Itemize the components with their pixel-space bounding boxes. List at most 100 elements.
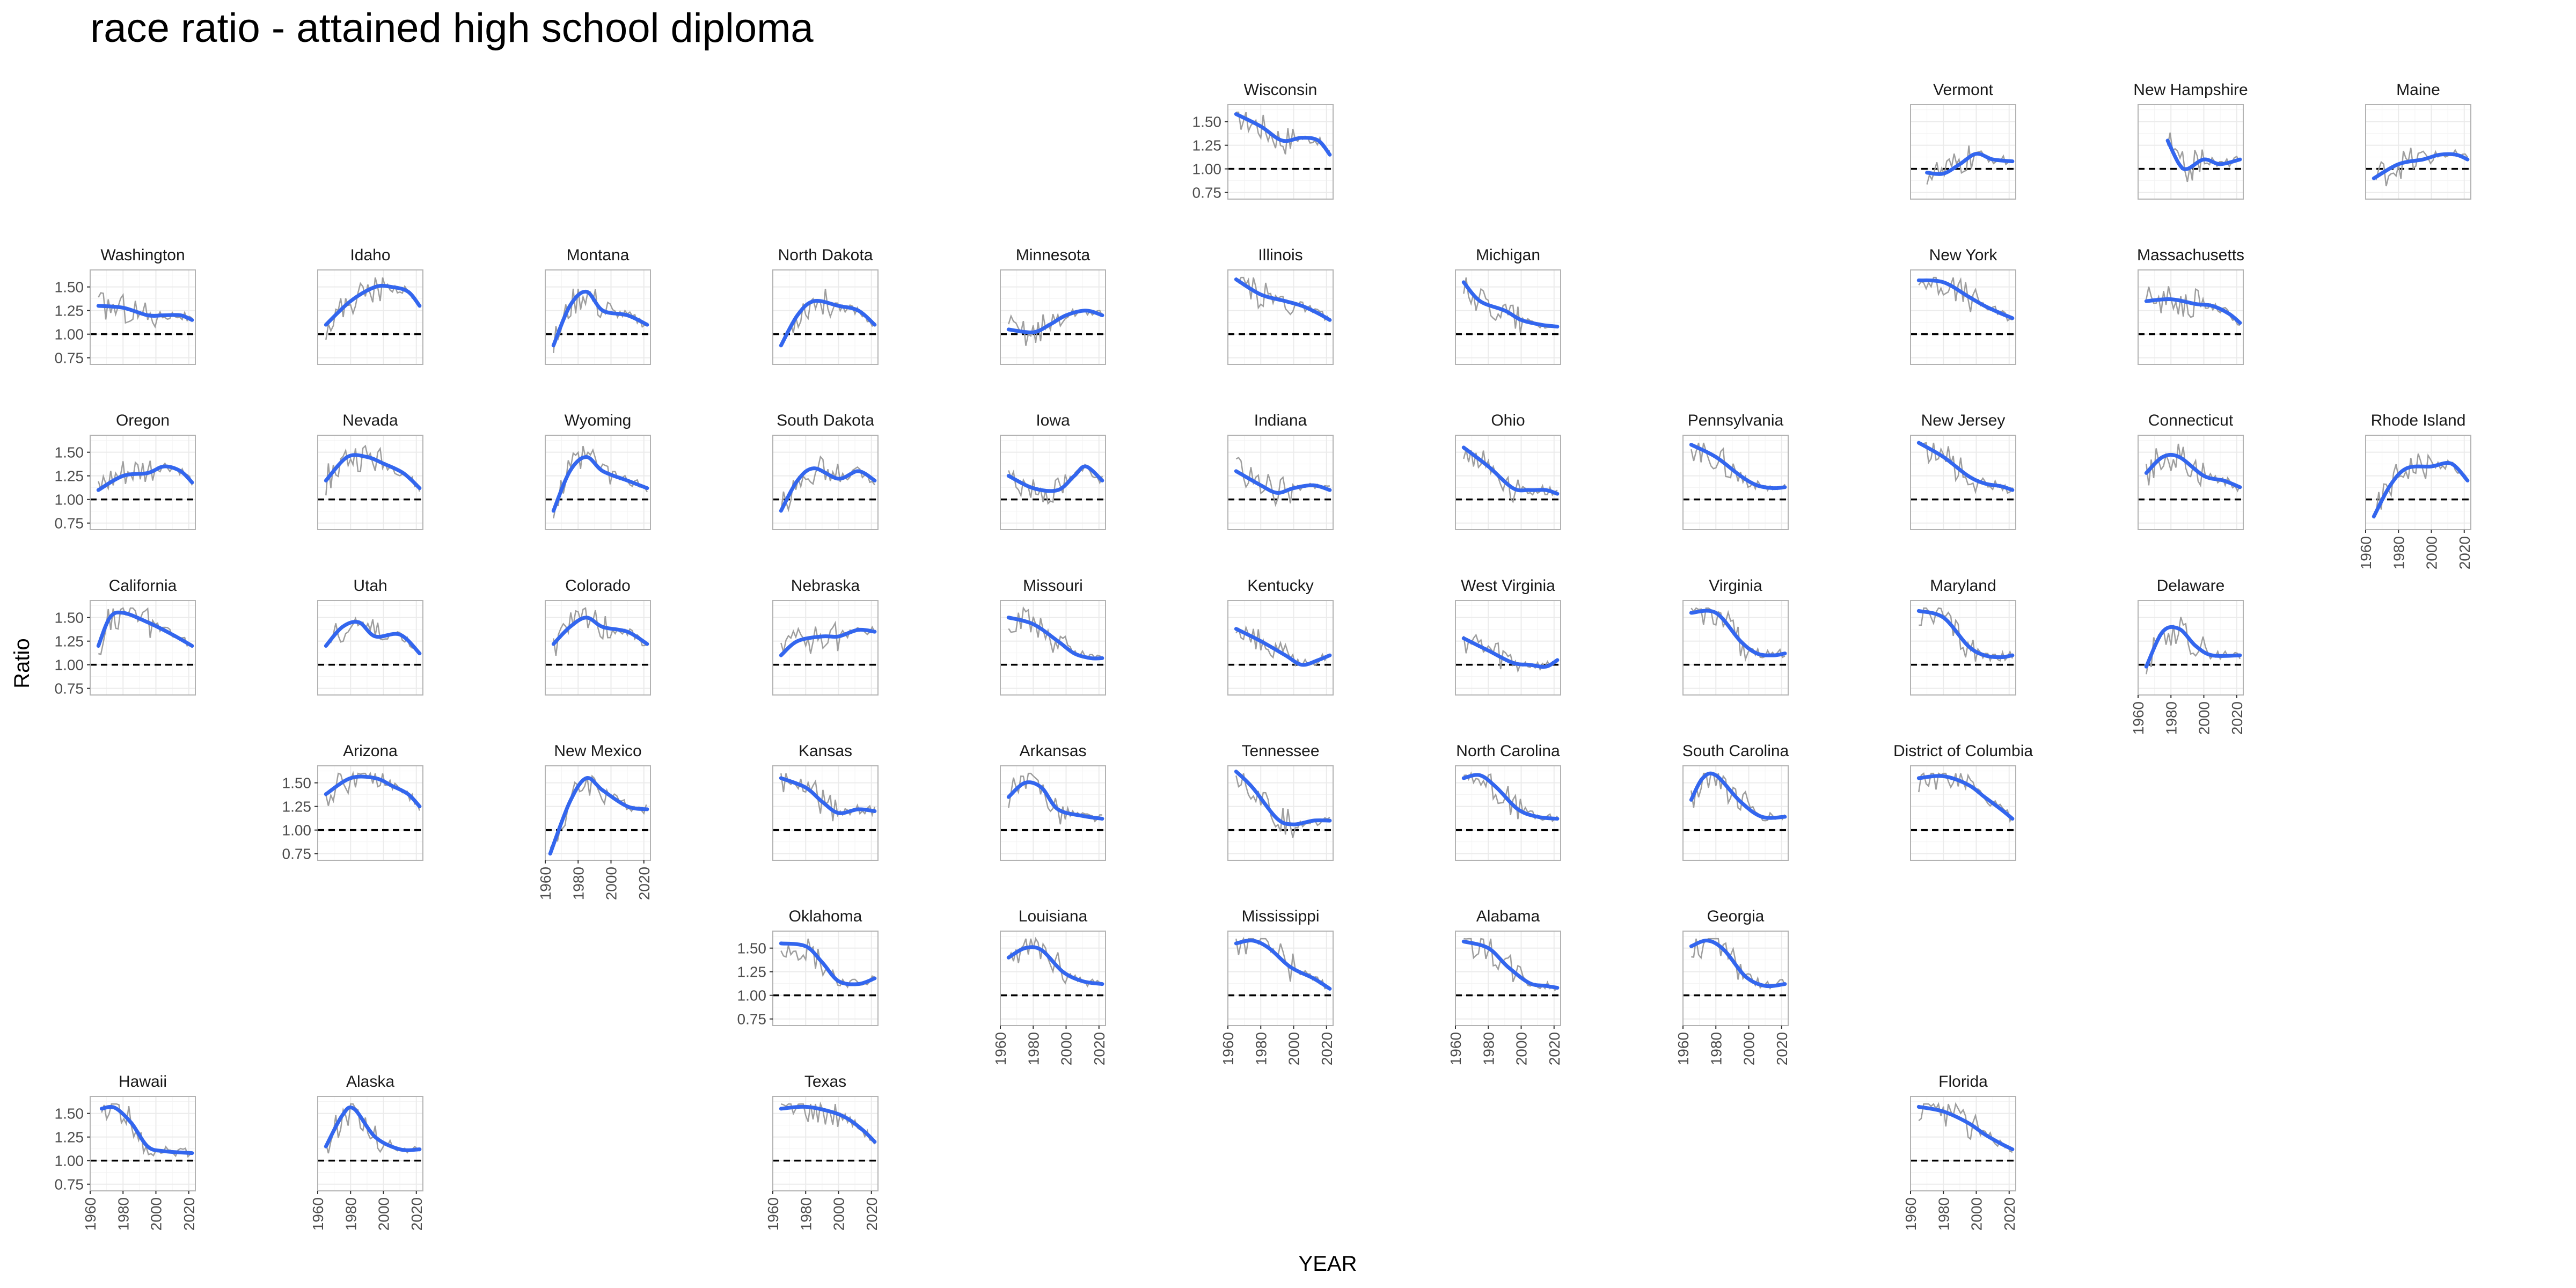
panel-title: Florida	[1938, 1073, 1988, 1091]
panel-title: Hawaii	[119, 1073, 167, 1091]
panel-title: Kansas	[799, 742, 852, 760]
smooth-trend-line	[551, 455, 649, 513]
raw-series-line	[550, 774, 647, 848]
smooth-trend-line	[1006, 780, 1104, 821]
raw-series-line	[1918, 1102, 2013, 1153]
panel-alaska: Alaska 1960 1980 2000 2020	[310, 1073, 425, 1231]
panel-border	[1682, 931, 1789, 1026]
panel-florida: Florida 1960 1980 2000 2020	[1902, 1073, 2018, 1231]
panel-nebraska: Nebraska	[772, 577, 879, 696]
smooth-trend-line	[324, 453, 422, 491]
panel-border	[1000, 600, 1106, 696]
y-tick-label: 1.25	[55, 633, 84, 650]
panel-background	[1455, 931, 1561, 1026]
panel-title: Wisconsin	[1244, 81, 1318, 99]
panel-title: Utah	[353, 577, 387, 595]
panel-border	[1455, 269, 1561, 365]
panel-idaho: Idaho	[317, 246, 423, 365]
panel-border	[1227, 765, 1334, 861]
panel-border	[90, 1096, 196, 1191]
panel-border	[90, 269, 196, 365]
panel-title: Maryland	[1930, 577, 1996, 595]
smooth-trend-line	[779, 1104, 877, 1144]
panel-border	[1455, 600, 1561, 696]
smooth-trend-line	[2144, 625, 2242, 669]
x-tick-label: 1980	[1480, 1032, 1497, 1065]
x-tick-label: 2020	[2229, 701, 2245, 735]
x-axis-title: YEAR	[1299, 1252, 1357, 1276]
x-tick-label: 1980	[1708, 1032, 1724, 1065]
panel-border	[1000, 765, 1106, 861]
panel-background	[1000, 601, 1106, 695]
smooth-trend-line	[1461, 939, 1560, 990]
raw-series-line	[553, 288, 648, 354]
panel-arizona: Arizona 0.75 1.00 1.25 1.50	[282, 742, 423, 862]
panel-border	[545, 765, 651, 861]
panel-border	[1455, 765, 1561, 861]
panel-west-virginia: West Virginia	[1455, 577, 1561, 696]
y-tick-label: 1.00	[55, 492, 84, 508]
panel-background	[2366, 105, 2471, 199]
smooth-trend-line	[324, 620, 422, 656]
panel-border	[772, 765, 879, 861]
panel-title: Ohio	[1491, 412, 1525, 429]
x-tick-label: 1980	[115, 1197, 131, 1231]
panel-background	[1455, 766, 1561, 860]
panel-district-of-columbia: District of Columbia	[1893, 742, 2033, 861]
raw-series-line	[1463, 771, 1558, 823]
panel-oklahoma: Oklahoma 0.75 1.00 1.25 1.50	[737, 908, 879, 1028]
y-axis-title: Ratio	[10, 638, 34, 688]
x-tick-label: 2000	[1058, 1032, 1075, 1065]
x-tick-label: 1980	[797, 1197, 814, 1231]
panel-title: Montana	[567, 246, 630, 264]
panel-background	[318, 435, 423, 530]
panel-border	[317, 269, 423, 365]
smooth-trend-line	[779, 627, 877, 657]
x-tick-label: 1960	[82, 1197, 99, 1231]
y-tick-label: 0.75	[282, 846, 312, 862]
panel-grid: Wisconsin 0.75 1.00 1.25 1.50 Vermont New Hamp…	[55, 81, 2473, 1231]
y-tick-label: 0.75	[737, 1011, 767, 1028]
y-tick-label: 1.00	[55, 1153, 84, 1169]
panel-background	[1683, 766, 1788, 860]
panel-arkansas: Arkansas	[1000, 742, 1106, 861]
panel-title: California	[109, 577, 177, 595]
panel-title: Pennsylvania	[1688, 412, 1784, 429]
x-tick-label: 1960	[1675, 1032, 1692, 1065]
panel-title: North Carolina	[1456, 742, 1560, 760]
smooth-trend-line	[1006, 309, 1104, 334]
panel-border	[1455, 931, 1561, 1026]
smooth-trend-line	[2144, 452, 2242, 489]
smooth-trend-line	[1689, 771, 1787, 820]
panel-border	[772, 269, 879, 365]
panel-title: Wyoming	[565, 412, 632, 429]
y-tick-label: 1.00	[1192, 161, 1222, 178]
panel-title: New York	[1929, 246, 1998, 264]
y-tick-label: 1.50	[55, 1106, 84, 1122]
panel-border	[1910, 1096, 2016, 1191]
panel-border	[772, 435, 879, 530]
panel-background	[1228, 601, 1333, 695]
panel-border	[545, 600, 651, 696]
panel-background	[1911, 435, 2016, 530]
panel-iowa: Iowa	[1000, 412, 1106, 530]
x-tick-label: 1980	[570, 867, 587, 900]
panel-new-jersey: New Jersey	[1910, 412, 2016, 530]
smooth-trend-line	[779, 776, 877, 815]
smooth-trend-line	[1006, 945, 1104, 986]
panel-wisconsin: Wisconsin 0.75 1.00 1.25 1.50	[1192, 81, 1334, 201]
raw-series-line	[325, 616, 420, 654]
panel-title: Michigan	[1476, 246, 1540, 264]
x-tick-label: 1960	[1447, 1032, 1464, 1065]
x-tick-label: 2000	[2196, 701, 2213, 735]
raw-series-line	[780, 455, 875, 513]
panel-title: Alabama	[1476, 908, 1540, 925]
panel-title: Massachusetts	[2137, 246, 2244, 264]
raw-series-line	[2146, 286, 2241, 326]
panel-delaware: Delaware 1960 1980 2000 2020	[2130, 577, 2245, 735]
panel-title: Nebraska	[791, 577, 860, 595]
x-tick-label: 1980	[2163, 701, 2179, 735]
panel-michigan: Michigan	[1455, 246, 1561, 365]
panel-texas: Texas 1960 1980 2000 2020	[765, 1073, 880, 1231]
